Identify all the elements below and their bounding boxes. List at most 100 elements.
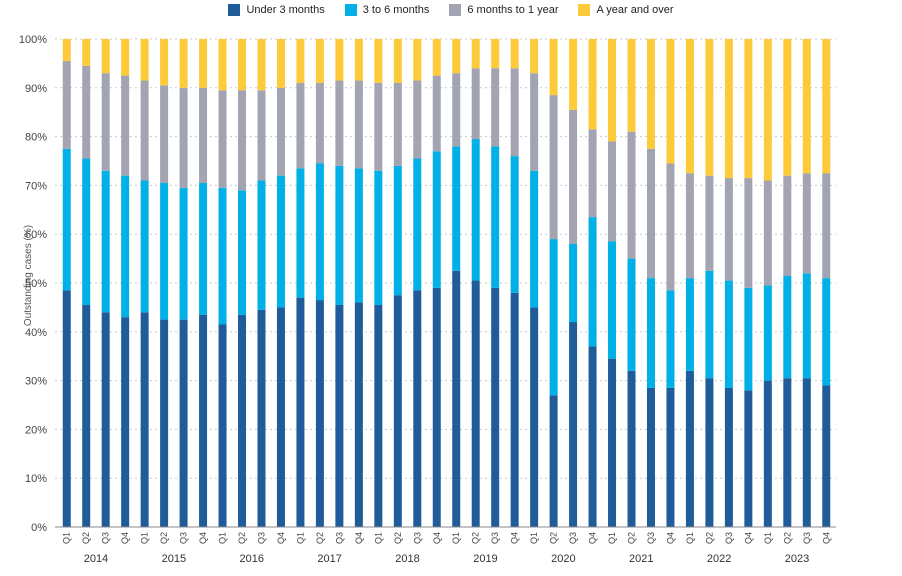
bar-segment <box>276 87 285 176</box>
bar-segment <box>218 39 227 91</box>
bar-segment <box>491 39 500 69</box>
x-tick-label: Q2 <box>782 532 792 544</box>
bar-segment <box>822 278 831 386</box>
legend-swatch <box>344 4 357 16</box>
x-tick-label: Q4 <box>588 532 598 544</box>
x-tick-label: Q2 <box>159 532 169 544</box>
bar-segment <box>627 370 636 527</box>
bars <box>62 39 831 527</box>
bar-segment <box>179 87 188 188</box>
bar-segment <box>160 39 169 86</box>
bar-segment <box>121 317 130 527</box>
bar-segment <box>569 243 578 323</box>
x-tick-label: Q4 <box>821 532 831 544</box>
year-label: 2019 <box>473 553 497 565</box>
bar-segment <box>705 175 714 271</box>
bar-segment <box>218 324 227 527</box>
bar-segment <box>199 39 208 88</box>
x-tick-label: Q2 <box>393 532 403 544</box>
bar-segment <box>646 387 655 527</box>
y-axis-label: Outstanding cases (%) <box>23 224 35 327</box>
legend-item: 6 months to 1 year <box>449 4 558 16</box>
bar-segment <box>218 187 227 325</box>
bar-segment <box>179 39 188 88</box>
bar-segment <box>471 68 480 140</box>
bar-segment <box>549 95 558 240</box>
bar-segment <box>608 358 617 527</box>
legend-item: 3 to 6 months <box>344 4 430 16</box>
legend-label: 3 to 6 months <box>362 4 430 16</box>
bar-segment <box>705 378 714 527</box>
bar-segment <box>140 80 149 181</box>
bar-segment <box>393 165 402 296</box>
bar-segment <box>705 39 714 176</box>
bar-segment <box>393 295 402 527</box>
bar-segment <box>471 280 480 527</box>
bar-segment <box>238 39 247 91</box>
x-tick-label: Q4 <box>120 532 130 544</box>
bar-segment <box>315 82 324 164</box>
bar-segment <box>646 148 655 279</box>
bar-segment <box>413 290 422 527</box>
bar-segment <box>354 168 363 303</box>
bar-segment <box>608 141 617 242</box>
bar-segment <box>315 39 324 83</box>
bar-segment <box>627 39 636 132</box>
bar-segment <box>822 39 831 174</box>
bar-segment <box>82 304 91 527</box>
bar-segment <box>199 314 208 527</box>
bar-segment <box>802 39 811 174</box>
x-tick-label: Q4 <box>665 532 675 544</box>
bar-segment <box>238 90 247 191</box>
bar-segment <box>685 370 694 527</box>
bar-segment <box>179 319 188 527</box>
bar-segment <box>666 387 675 527</box>
bar-segment <box>802 378 811 527</box>
bar-segment <box>218 90 227 188</box>
bar-segment <box>140 39 149 81</box>
legend: Under 3 months 3 to 6 months 6 months to 1… <box>0 4 902 16</box>
y-tick-label: 100% <box>19 34 47 46</box>
bar-segment <box>354 39 363 81</box>
x-tick-label: Q3 <box>334 532 344 544</box>
x-axis-ticks: Q1 Q2 Q3 Q4 Q1 Q2 Q3 Q4 Q1 Q2 Q3 Q4 Q1 Q2 Q3 Q4 Q1 Q2 Q3 Q4… <box>62 532 832 544</box>
year-label: 2016 <box>240 553 264 565</box>
bar-segment <box>101 73 110 171</box>
bar-segment <box>783 39 792 176</box>
bar-segment <box>62 60 71 149</box>
bar-segment <box>822 173 831 279</box>
y-tick-label: 80% <box>25 132 47 144</box>
bar-segment <box>763 285 772 381</box>
legend-label: 6 months to 1 year <box>467 4 559 16</box>
bar-segment <box>335 304 344 527</box>
y-tick-label: 90% <box>25 83 47 95</box>
bar-segment <box>160 182 169 320</box>
bar-segment <box>296 82 305 169</box>
x-tick-label: Q4 <box>743 532 753 544</box>
bar-segment <box>569 322 578 527</box>
bar-segment <box>491 146 500 288</box>
y-tick-label: 60% <box>25 229 47 241</box>
bar-segment <box>724 178 733 281</box>
bar-segment <box>257 309 266 527</box>
bar-segment <box>121 39 130 76</box>
bar-segment <box>101 170 110 313</box>
x-tick-label: Q2 <box>81 532 91 544</box>
bar-segment <box>413 158 422 291</box>
bar-segment <box>140 312 149 527</box>
bar-segment <box>724 280 733 388</box>
bar-segment <box>783 378 792 527</box>
bar-segment <box>783 175 792 276</box>
x-tick-label: Q3 <box>490 532 500 544</box>
bar-segment <box>666 290 675 388</box>
x-tick-label: Q3 <box>256 532 266 544</box>
year-label: 2017 <box>317 553 341 565</box>
y-tick-label: 30% <box>25 376 47 388</box>
bar-segment <box>199 182 208 315</box>
bar-segment <box>140 180 149 313</box>
bar-segment <box>374 82 383 171</box>
bar-segment <box>257 90 266 181</box>
bar-segment <box>822 385 831 527</box>
bar-segment <box>121 75 130 176</box>
x-tick-label: Q3 <box>179 532 189 544</box>
